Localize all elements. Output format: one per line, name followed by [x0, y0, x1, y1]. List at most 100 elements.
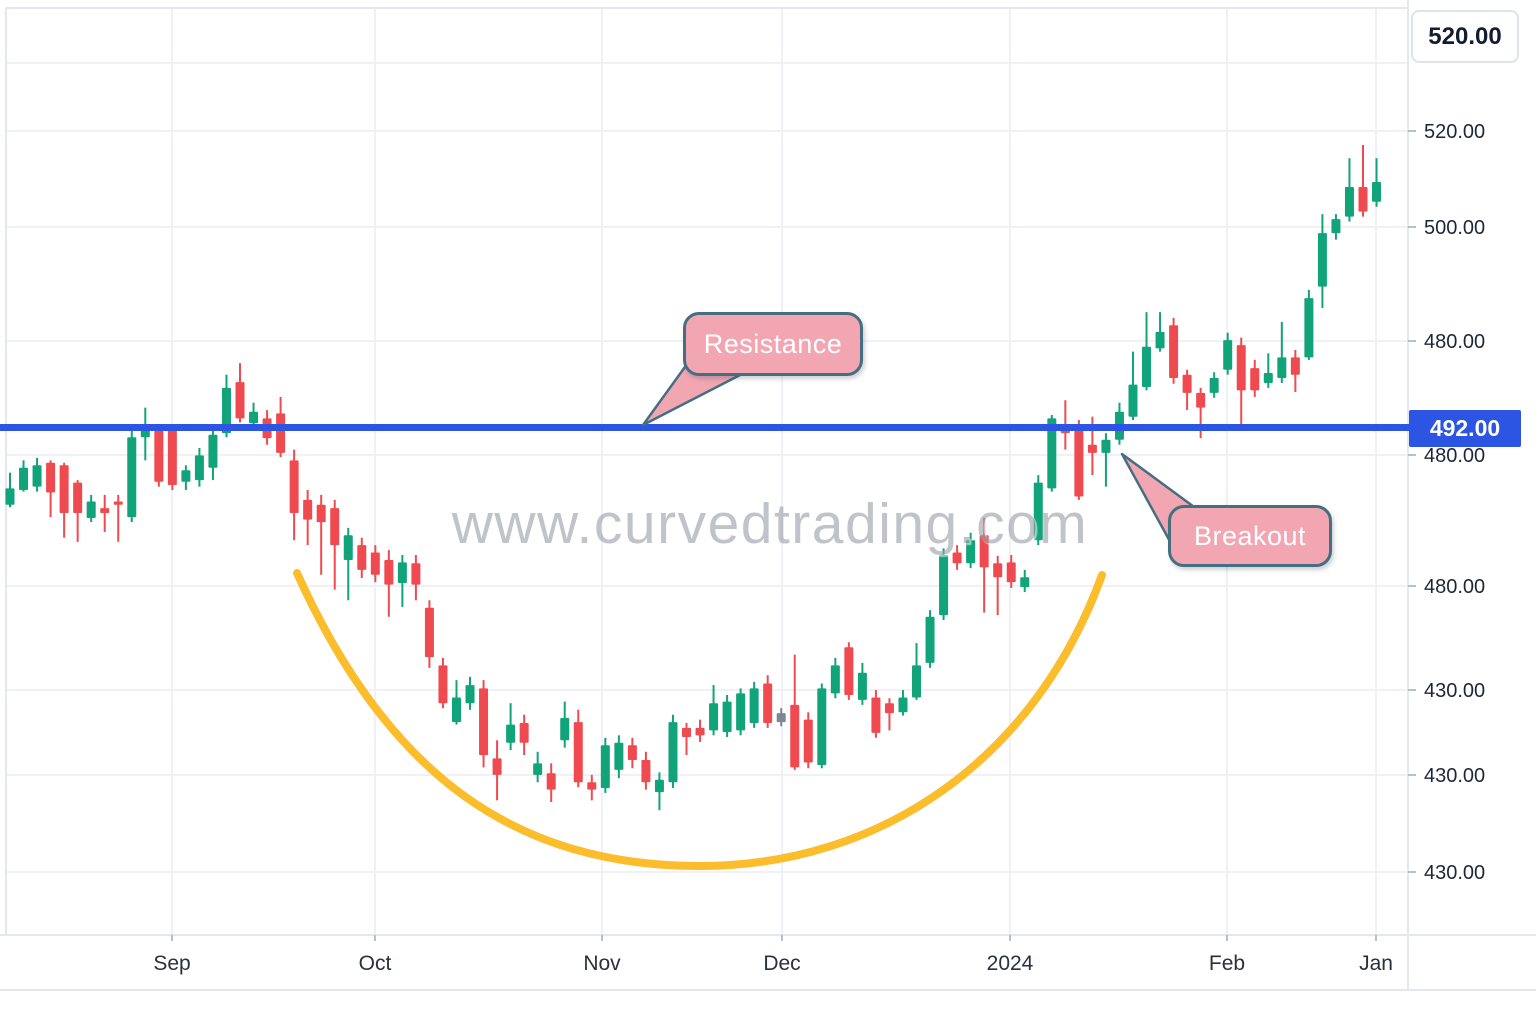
candle	[86, 494, 96, 523]
candle	[357, 537, 367, 579]
candle	[1114, 402, 1124, 445]
time-axis-label: Oct	[359, 952, 392, 975]
resistance-line-drawing[interactable]	[0, 424, 1409, 431]
candle	[912, 643, 922, 700]
candle	[5, 472, 15, 508]
candle	[627, 737, 637, 769]
candle	[898, 690, 908, 716]
candle	[343, 527, 353, 601]
candle	[438, 657, 448, 709]
candle	[546, 763, 556, 803]
candle	[573, 709, 583, 788]
candle	[1101, 433, 1111, 487]
candle	[857, 662, 867, 705]
candle	[1223, 332, 1233, 375]
candle	[884, 698, 894, 731]
price-axis[interactable]: 520.00 500.00 480.00 480.00 480.00 430.00 430.…	[1408, 121, 1485, 884]
candle	[59, 462, 69, 538]
candle	[533, 751, 543, 783]
cup-curve-drawing[interactable]	[293, 569, 1106, 871]
candle	[113, 494, 123, 542]
candle	[776, 708, 786, 727]
candle	[127, 429, 137, 523]
candle	[790, 654, 800, 770]
candle	[1033, 475, 1043, 546]
candle	[1263, 353, 1273, 388]
candle	[1128, 351, 1138, 420]
resistance-line[interactable]	[0, 424, 1409, 431]
breakout-callout-bubble[interactable]: Breakout	[1168, 505, 1332, 567]
resistance-callout-bubble[interactable]: Resistance	[683, 312, 863, 376]
candle	[749, 681, 759, 728]
candle	[194, 447, 204, 487]
time-axis[interactable]: Sep Oct Nov Dec 2024 Feb Jan	[153, 935, 1393, 975]
candle	[1250, 359, 1260, 397]
candle	[979, 517, 989, 613]
price-axis-label: 520.00	[1424, 121, 1485, 143]
candle	[506, 703, 516, 751]
candle	[330, 499, 340, 590]
time-axis-label: Feb	[1209, 952, 1245, 975]
candle	[966, 532, 976, 569]
candle	[181, 465, 191, 490]
candle	[844, 642, 854, 700]
time-axis-label: Nov	[583, 952, 621, 975]
candle	[303, 489, 313, 546]
candle	[736, 688, 746, 736]
candle	[208, 428, 218, 481]
watermark-text: www.curvedtrading.com	[451, 492, 1089, 556]
candle	[830, 657, 840, 699]
candle	[46, 460, 56, 518]
chart-borders	[0, 0, 1536, 991]
candle	[100, 494, 110, 532]
candle	[316, 494, 326, 575]
candle	[1169, 317, 1179, 384]
cup-curve[interactable]	[293, 569, 1106, 871]
candle	[1304, 289, 1314, 360]
candle	[1290, 350, 1300, 392]
time-axis-label: Jan	[1359, 952, 1393, 975]
candle	[411, 555, 421, 601]
candle	[1006, 555, 1016, 588]
candle	[73, 480, 83, 542]
candle	[465, 676, 475, 710]
candle	[479, 680, 489, 768]
candle	[817, 683, 827, 769]
resistance-price-badge: 492.00	[1409, 410, 1521, 447]
candle	[654, 772, 664, 811]
candle	[1372, 158, 1382, 207]
candle	[154, 425, 164, 487]
candle	[641, 751, 651, 790]
candle	[1331, 214, 1341, 240]
candle	[370, 545, 380, 583]
resistance-callout-label: Resistance	[703, 328, 843, 359]
breakout-callout-label: Breakout	[1193, 520, 1307, 551]
price-axis-label: 480.00	[1424, 331, 1485, 353]
candle	[925, 610, 935, 668]
price-axis-label: 430.00	[1424, 680, 1485, 702]
candle	[167, 428, 177, 490]
candle	[1277, 322, 1287, 383]
candle	[492, 740, 502, 801]
candle	[19, 460, 29, 492]
price-axis-label: 430.00	[1424, 862, 1485, 884]
candle	[709, 685, 719, 736]
candle	[587, 774, 597, 801]
candle	[939, 548, 949, 621]
candle	[424, 600, 434, 668]
candle	[397, 555, 407, 607]
candle	[560, 701, 570, 748]
time-axis-label: 2024	[987, 952, 1034, 975]
price-axis-label: 500.00	[1424, 217, 1485, 239]
time-axis-label: Sep	[153, 952, 190, 975]
candle	[871, 690, 881, 738]
candle	[235, 363, 245, 423]
price-axis-label: 480.00	[1424, 576, 1485, 598]
candle	[1155, 312, 1165, 352]
candle	[32, 457, 42, 492]
candle	[249, 402, 259, 429]
candle	[600, 737, 610, 793]
candle	[451, 680, 461, 725]
